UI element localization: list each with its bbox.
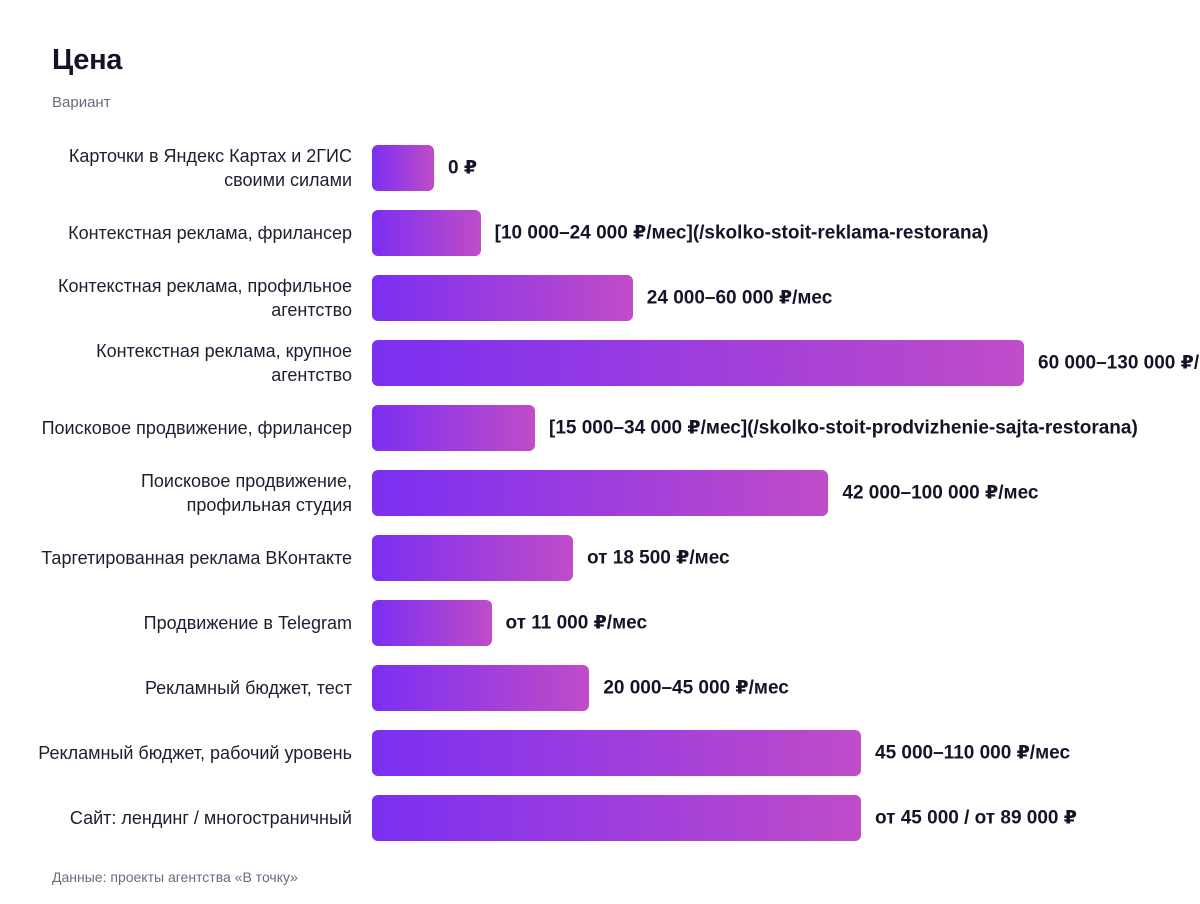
data-label: 45 000–110 000 ₽/мес <box>875 742 1071 764</box>
data-label: 60 000–130 000 ₽/мес <box>1038 352 1200 374</box>
axis-label: Вариант <box>52 94 111 111</box>
data-label: 20 000–45 000 ₽/мес <box>603 677 789 699</box>
data-label: от 11 000 ₽/мес <box>505 612 648 634</box>
category-label: Контекстная реклама, крупное агентство <box>96 341 352 385</box>
bar <box>372 145 434 191</box>
category-label: Поисковое продвижение, профильная студия <box>140 471 352 515</box>
category-label: Рекламный бюджет, тест <box>144 678 352 698</box>
source-note: Данные: проекты агентства «В точку» <box>52 869 298 885</box>
bar <box>372 600 492 646</box>
category-label: Контекстная реклама, профильное агентств… <box>58 276 352 320</box>
category-label: Поисковое продвижение, фрилансер <box>41 418 352 438</box>
bar <box>372 535 574 581</box>
chart-title: Цена <box>52 44 123 76</box>
bar <box>372 665 590 711</box>
bar <box>372 210 481 256</box>
category-label: Рекламный бюджет, рабочий уровень <box>38 743 352 763</box>
category-label: Карточки в Яндекс Картах и 2ГИС своими с… <box>68 146 352 190</box>
data-label: 0 ₽ <box>448 157 478 179</box>
bar <box>372 275 633 321</box>
category-label: Продвижение в Telegram <box>143 613 352 633</box>
bar <box>372 405 535 451</box>
category-label: Таргетированная реклама ВКонтакте <box>41 548 352 568</box>
bar <box>372 795 861 841</box>
bar <box>372 340 1024 386</box>
data-label: [10 000–24 000 ₽/мес](/skolko-stoit-rekl… <box>494 222 989 244</box>
data-label: 42 000–100 000 ₽/мес <box>842 482 1039 504</box>
category-label: Сайт: лендинг / многостраничный <box>69 808 352 828</box>
data-label: от 45 000 / от 89 000 ₽ <box>875 807 1077 829</box>
category-label: Контекстная реклама, фрилансер <box>68 223 352 243</box>
bar <box>372 730 861 776</box>
data-label: от 18 500 ₽/мес <box>587 547 730 569</box>
data-label: [15 000–34 000 ₽/мес](/skolko-stoit-prod… <box>549 417 1138 439</box>
data-label: 24 000–60 000 ₽/мес <box>646 287 833 309</box>
bar <box>372 470 829 516</box>
